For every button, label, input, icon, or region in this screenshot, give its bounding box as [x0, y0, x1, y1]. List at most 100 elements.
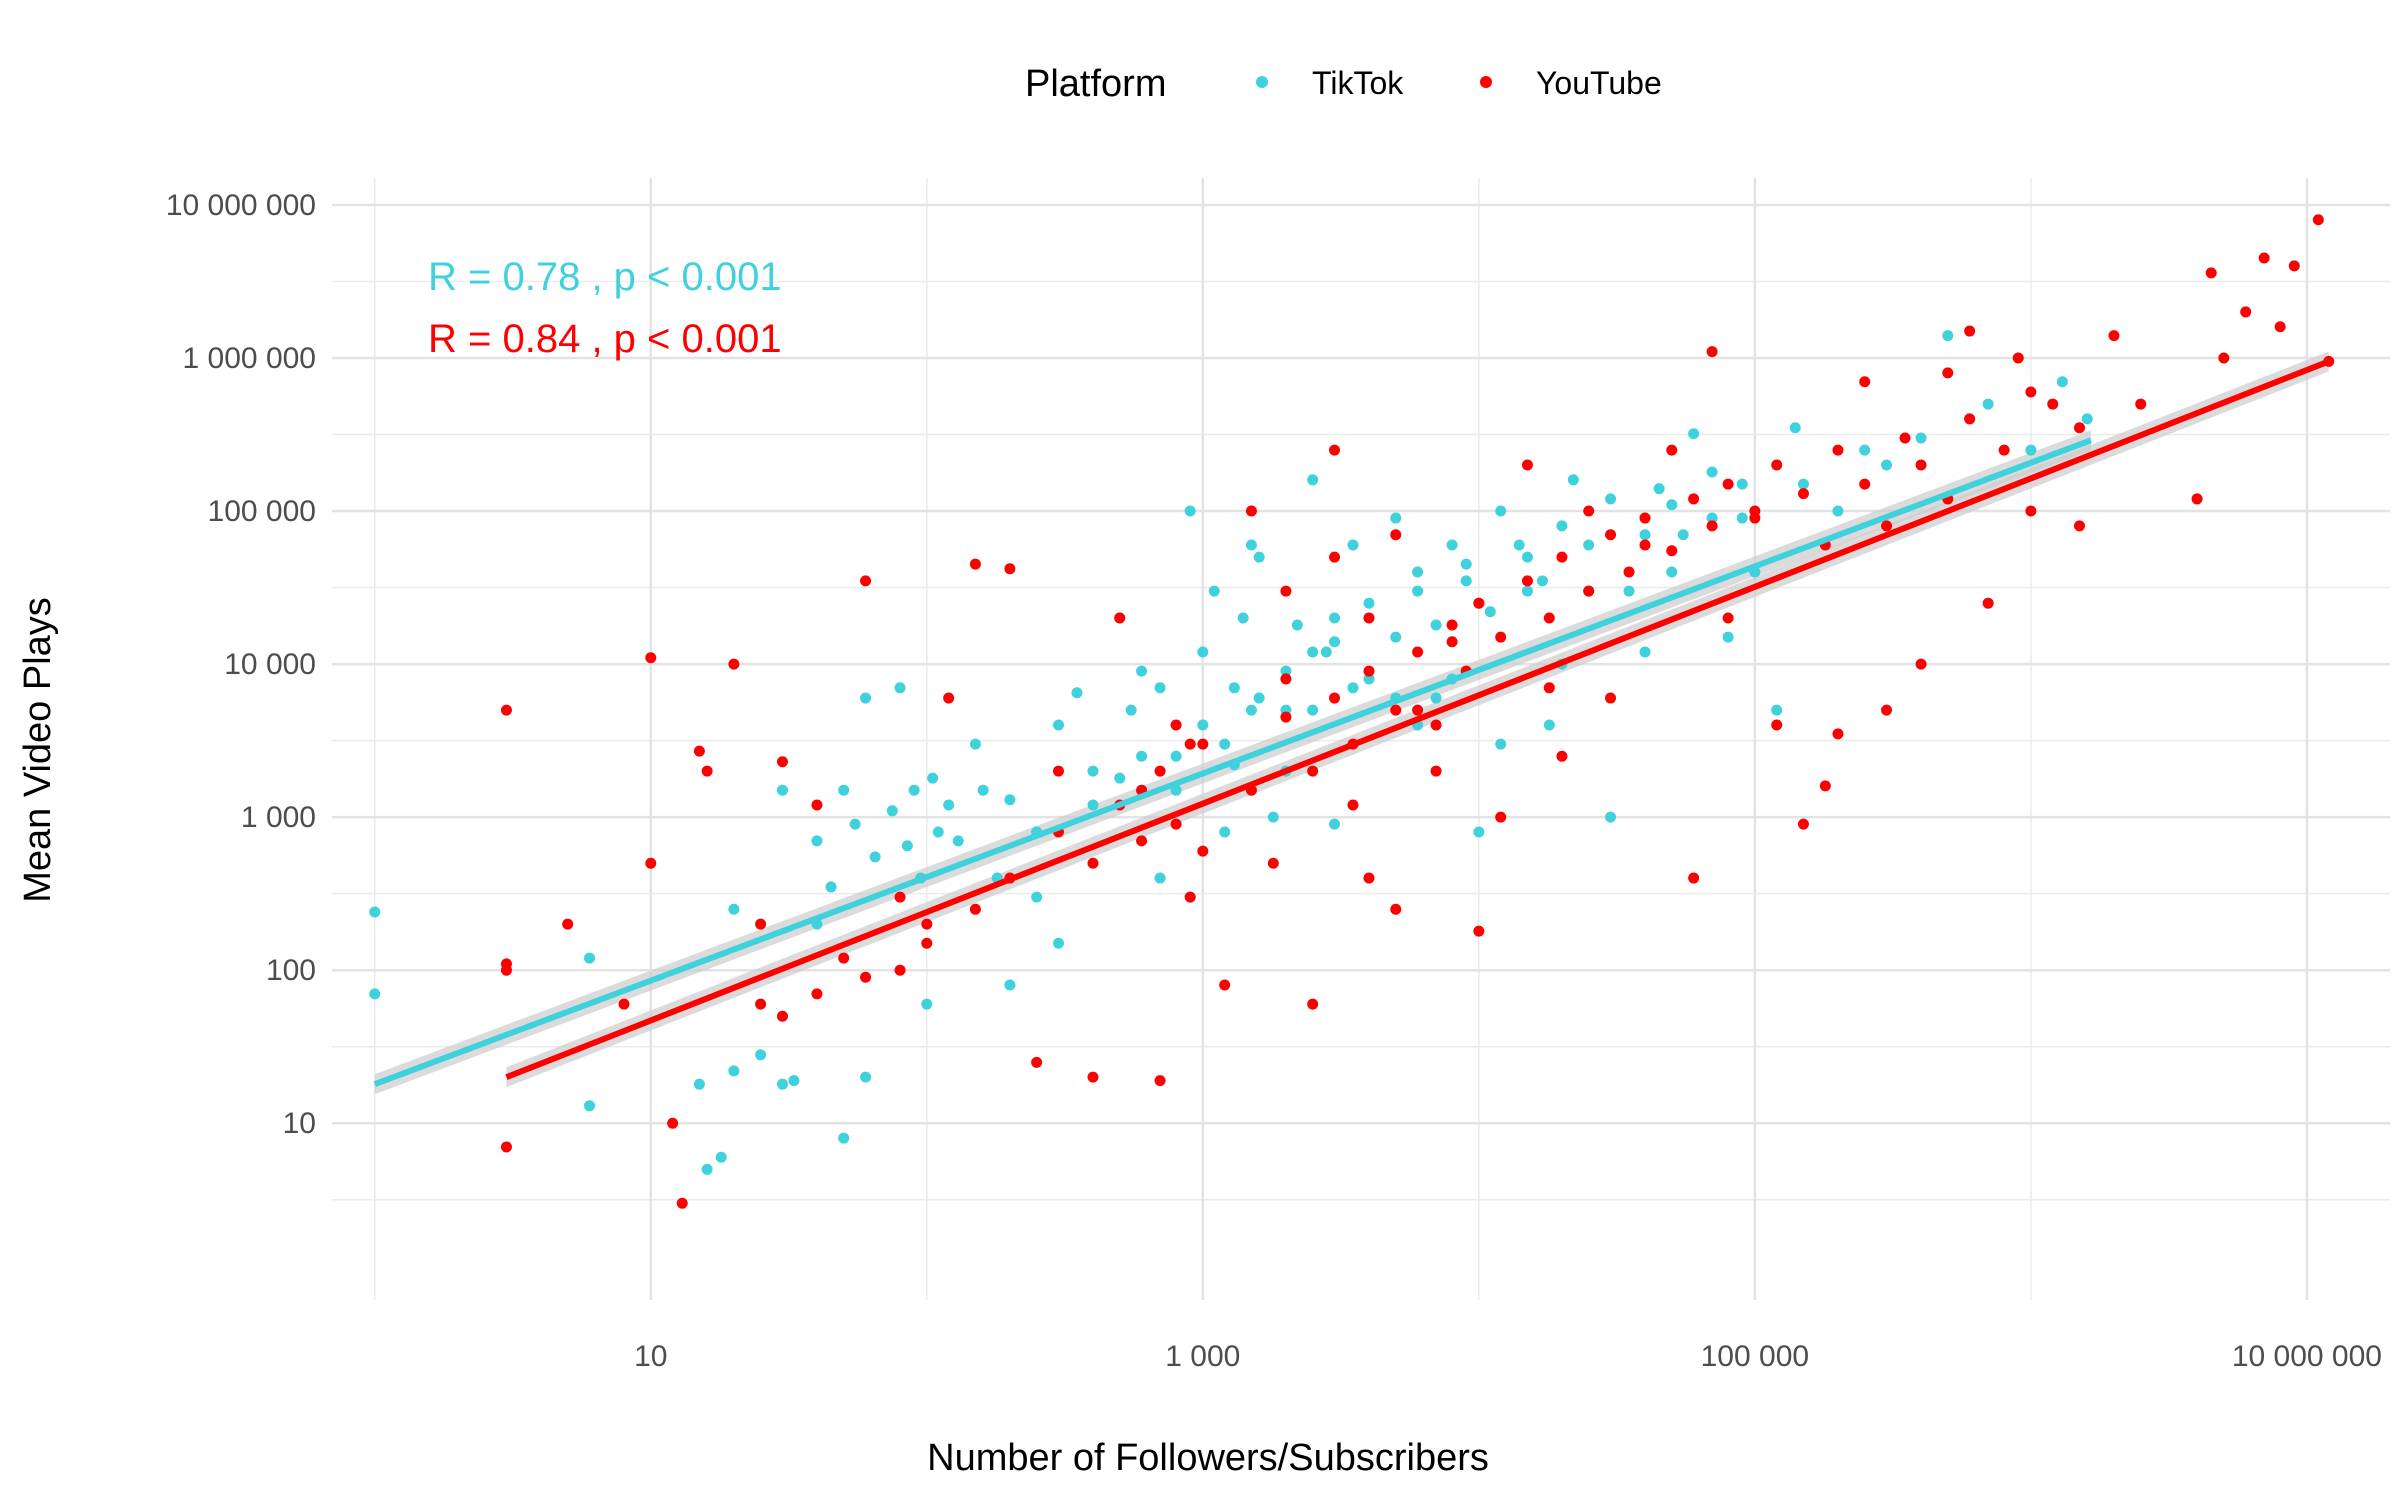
youtube-point [1170, 818, 1182, 830]
tiktok-point [788, 1075, 800, 1087]
tiktok-point [1363, 673, 1375, 685]
tiktok-point [776, 784, 788, 796]
youtube-point [921, 918, 933, 930]
tiktok-point [776, 1078, 788, 1090]
tiktok-point [860, 692, 872, 704]
tiktok-point [1390, 631, 1402, 643]
youtube-point [1087, 857, 1099, 869]
youtube-point [645, 857, 657, 869]
youtube-point [811, 988, 823, 1000]
youtube-point [1184, 738, 1196, 750]
y-axis-tick-labels: 10 100 1 000 10 000 100 000 1 000 000 10 000 0… [166, 189, 316, 1140]
youtube-point [894, 964, 906, 976]
youtube-point [1942, 367, 1954, 379]
tiktok-point [584, 1100, 596, 1112]
correlation-annotations: R = 0.78 , p < 0.001 R = 0.84 , p < 0.001 [428, 255, 782, 361]
youtube-point [1329, 444, 1341, 456]
youtube-point [1982, 597, 1994, 609]
tiktok-point [1521, 551, 1533, 563]
tiktok-point [1736, 512, 1748, 524]
tiktok-point [1197, 719, 1209, 731]
youtube-point [1797, 818, 1809, 830]
youtube-point [645, 652, 657, 664]
tiktok-point [1253, 692, 1265, 704]
x-tick-label: 100 000 [1701, 1340, 1809, 1373]
tiktok-legend-label: TikTok [1312, 65, 1404, 101]
youtube-point [1964, 413, 1976, 425]
x-axis-tick-labels: 10 1 000 100 000 10 000 000 [634, 1340, 2382, 1373]
youtube-point [969, 558, 981, 570]
youtube-point [1390, 704, 1402, 716]
youtube-point [1031, 1056, 1043, 1068]
youtube-point [860, 971, 872, 983]
tiktok-point [921, 998, 933, 1010]
youtube-point [811, 799, 823, 811]
tiktok-point [952, 835, 964, 847]
youtube-point [838, 952, 850, 964]
youtube-point [562, 918, 574, 930]
tiktok-point [1219, 826, 1231, 838]
tiktok-point [1583, 539, 1595, 551]
youtube-point [1136, 835, 1148, 847]
tiktok-point [1087, 799, 1099, 811]
youtube-point [2135, 398, 2147, 410]
minor-gridlines [332, 178, 2390, 1300]
youtube-point [969, 903, 981, 915]
youtube-point [1495, 811, 1507, 823]
tiktok-point [825, 881, 837, 893]
tiktok-point [1170, 750, 1182, 762]
tiktok-point [1430, 692, 1442, 704]
tiktok-point [1136, 665, 1148, 677]
youtube-point [1583, 505, 1595, 517]
youtube-point [1052, 765, 1064, 777]
youtube-point [776, 1010, 788, 1022]
tiktok-point [969, 738, 981, 750]
youtube-legend-key [1480, 76, 1492, 88]
tiktok-point [1136, 750, 1148, 762]
youtube-point [1521, 459, 1533, 471]
youtube-point [728, 658, 740, 670]
tiktok-point [1495, 505, 1507, 517]
youtube-point [1722, 612, 1734, 624]
youtube-point [1859, 376, 1871, 388]
youtube-point [2025, 505, 2037, 517]
tiktok-point [1347, 539, 1359, 551]
youtube-point [1184, 891, 1196, 903]
youtube-point [1245, 505, 1257, 517]
youtube-point [1771, 459, 1783, 471]
tiktok-legend-key [1256, 76, 1268, 88]
tiktok-point [1771, 704, 1783, 716]
youtube-point [1390, 903, 1402, 915]
tiktok-point [1004, 979, 1016, 991]
youtube-point [693, 745, 705, 757]
tiktok-point [1390, 512, 1402, 524]
youtube-point [1170, 719, 1182, 731]
tiktok-point [1881, 459, 1893, 471]
y-axis-title: Mean Video Plays [17, 597, 59, 903]
tiktok-point [1484, 606, 1496, 618]
tiktok-point [2025, 444, 2037, 456]
x-axis-title: Number of Followers/Subscribers [927, 1437, 1489, 1479]
youtube-point [1446, 636, 1458, 648]
youtube-point [1197, 738, 1209, 750]
tiktok-point [1567, 474, 1579, 486]
youtube-point [1998, 444, 2010, 456]
tiktok-point [1320, 646, 1332, 658]
tiktok-point [1280, 665, 1292, 677]
tiktok-point [2081, 413, 2093, 425]
tiktok-point [1412, 566, 1424, 578]
youtube-point [1430, 719, 1442, 731]
youtube-point [1899, 432, 1911, 444]
tiktok-point [1154, 872, 1166, 884]
tiktok-point [1307, 704, 1319, 716]
tiktok-point [1536, 575, 1548, 587]
youtube-point [1473, 597, 1485, 609]
youtube-correlation-label: R = 0.84 , p < 0.001 [428, 317, 782, 361]
youtube-point [1446, 619, 1458, 631]
youtube-point [1114, 612, 1126, 624]
tiktok-point [1208, 585, 1220, 597]
youtube-point [1859, 478, 1871, 490]
youtube-point [1688, 493, 1700, 505]
youtube-point [1363, 665, 1375, 677]
